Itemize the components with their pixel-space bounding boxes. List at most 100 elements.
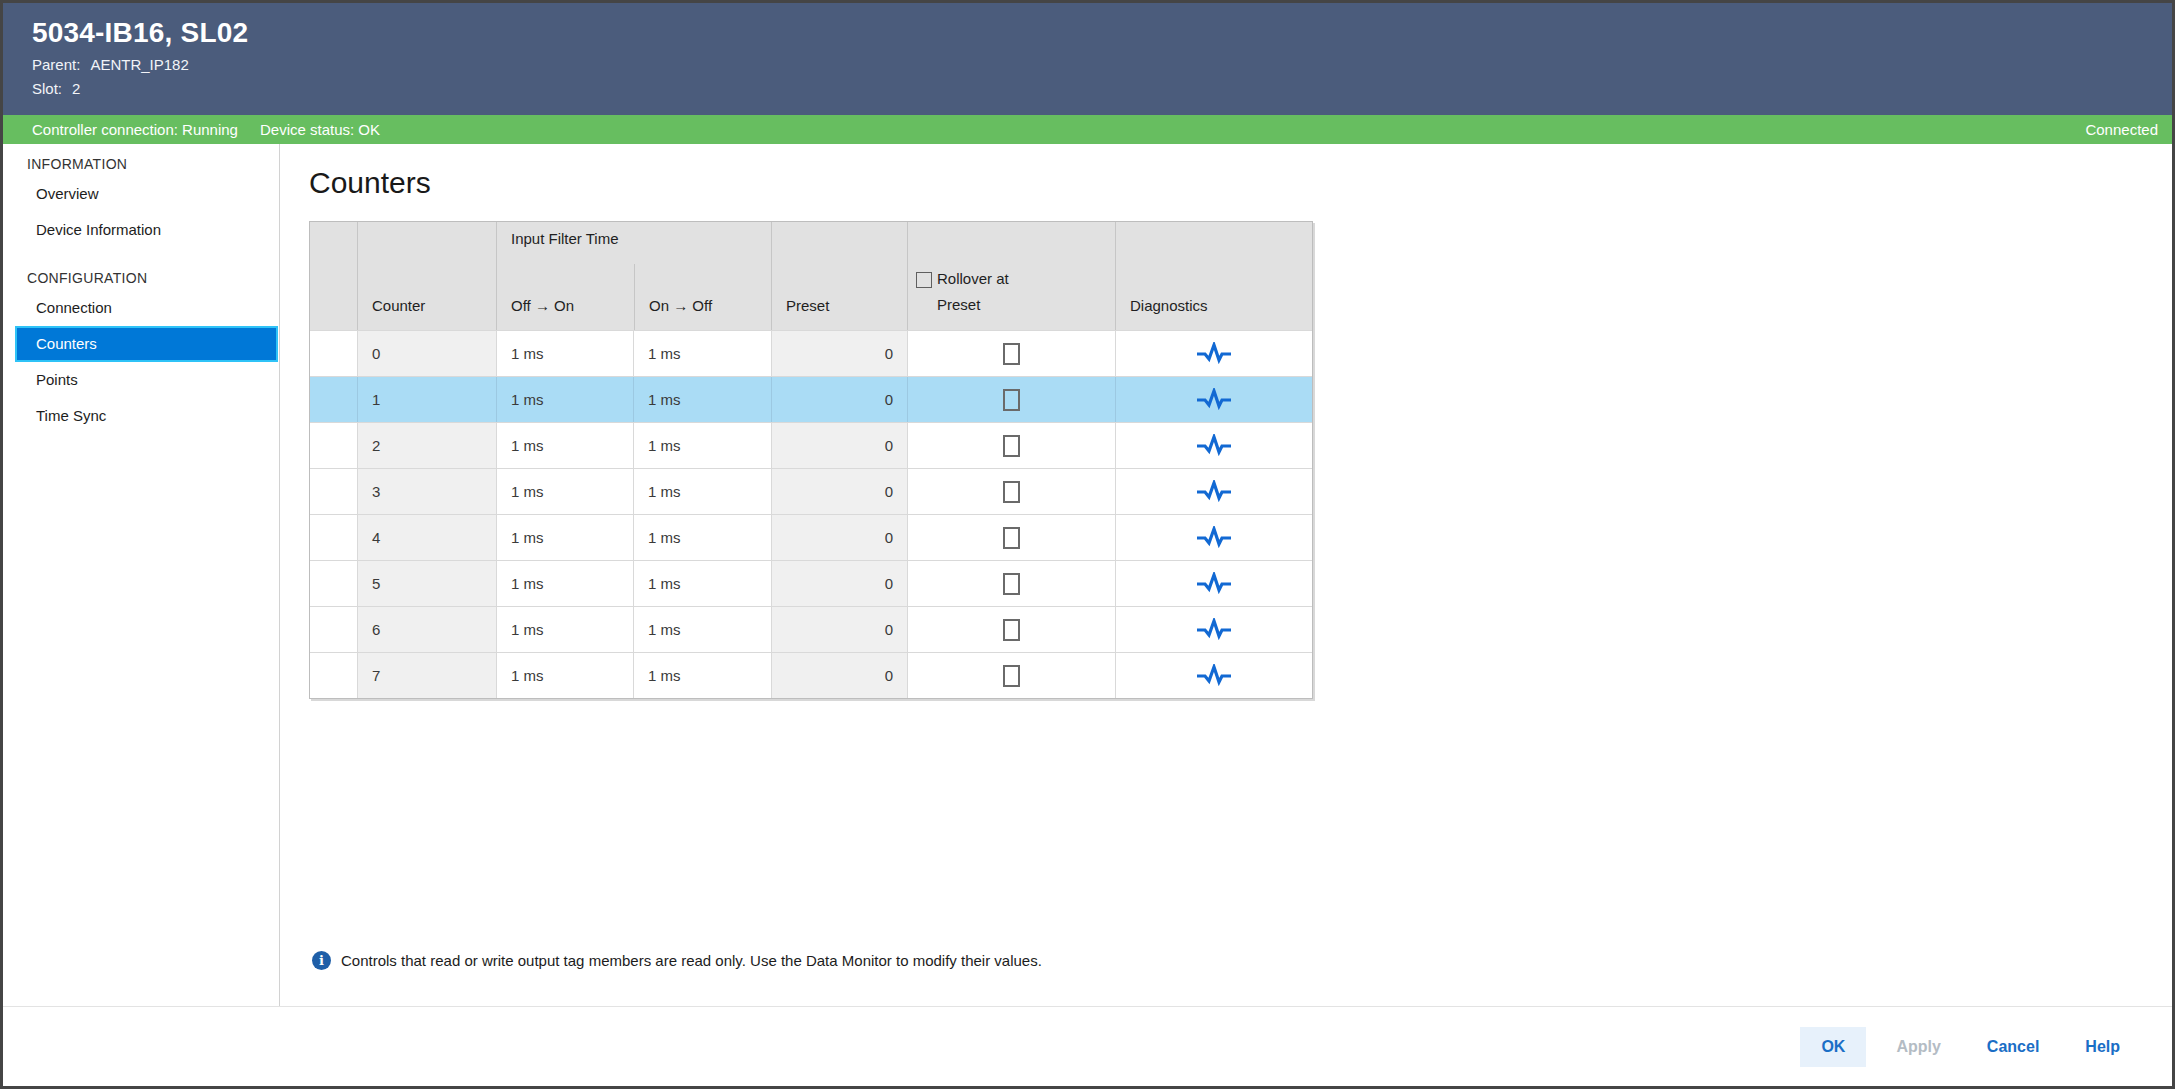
- off-on-cell[interactable]: 1 ms: [497, 423, 634, 468]
- preset-cell[interactable]: 0: [772, 331, 908, 376]
- preset-cell[interactable]: 0: [772, 607, 908, 652]
- diagnostics-icon[interactable]: [1196, 342, 1232, 366]
- diagnostics-icon[interactable]: [1196, 434, 1232, 458]
- table-header: Counter Input Filter Time Off → On On → …: [310, 222, 1312, 330]
- rollover-cell: [908, 469, 1116, 514]
- slot-row: Slot: 2: [32, 80, 2172, 97]
- preset-cell[interactable]: 0: [772, 515, 908, 560]
- sidebar-item-overview[interactable]: Overview: [3, 176, 279, 212]
- diagnostics-icon[interactable]: [1196, 572, 1232, 596]
- diagnostics-icon[interactable]: [1196, 388, 1232, 412]
- cancel-button[interactable]: Cancel: [1971, 1027, 2055, 1067]
- rollover-cell: [908, 515, 1116, 560]
- on-off-cell[interactable]: 1 ms: [634, 331, 772, 376]
- on-off-cell[interactable]: 1 ms: [634, 561, 772, 606]
- row-selector-cell[interactable]: [310, 653, 358, 698]
- on-off-cell[interactable]: 1 ms: [634, 515, 772, 560]
- off-on-cell[interactable]: 1 ms: [497, 469, 634, 514]
- rollover-all-checkbox[interactable]: [916, 272, 932, 288]
- off-on-cell[interactable]: 1 ms: [497, 515, 634, 560]
- diagnostics-icon[interactable]: [1196, 664, 1232, 688]
- main-content: Counters Counter Input Filter Time Off →…: [280, 144, 2172, 1006]
- table-row-selected[interactable]: 1 1 ms 1 ms 0: [310, 376, 1312, 422]
- preset-cell[interactable]: 0: [772, 561, 908, 606]
- counter-cell[interactable]: 2: [358, 423, 497, 468]
- diagnostics-icon[interactable]: [1196, 618, 1232, 642]
- rollover-checkbox[interactable]: [1003, 527, 1020, 549]
- row-selector-cell[interactable]: [310, 331, 358, 376]
- on-off-cell[interactable]: 1 ms: [634, 653, 772, 698]
- on-off-cell[interactable]: 1 ms: [634, 423, 772, 468]
- header-on-off: On → Off: [634, 264, 772, 330]
- row-selector-cell[interactable]: [310, 561, 358, 606]
- apply-button[interactable]: Apply: [1880, 1027, 1956, 1067]
- counter-cell[interactable]: 0: [358, 331, 497, 376]
- titlebar: 5034-IB16, SL02 Parent:AENTR_IP182 Slot:…: [3, 3, 2172, 115]
- controller-connection-status: Controller connection: Running: [32, 121, 238, 138]
- counter-cell[interactable]: 4: [358, 515, 497, 560]
- off-on-cell[interactable]: 1 ms: [497, 561, 634, 606]
- sidebar-item-points[interactable]: Points: [3, 362, 279, 398]
- off-on-cell[interactable]: 1 ms: [497, 607, 634, 652]
- row-selector-cell[interactable]: [310, 515, 358, 560]
- row-selector-cell[interactable]: [310, 423, 358, 468]
- rollover-checkbox[interactable]: [1003, 343, 1020, 365]
- off-on-cell[interactable]: 1 ms: [497, 377, 634, 422]
- on-off-cell[interactable]: 1 ms: [634, 377, 772, 422]
- counter-cell[interactable]: 1: [358, 377, 497, 422]
- table-row[interactable]: 5 1 ms 1 ms 0: [310, 560, 1312, 606]
- table-row[interactable]: 0 1 ms 1 ms 0: [310, 330, 1312, 376]
- preset-cell[interactable]: 0: [772, 469, 908, 514]
- sidebar-item-device-information[interactable]: Device Information: [3, 212, 279, 248]
- table-row[interactable]: 4 1 ms 1 ms 0: [310, 514, 1312, 560]
- row-selector-cell[interactable]: [310, 607, 358, 652]
- preset-cell[interactable]: 0: [772, 377, 908, 422]
- rollover-checkbox[interactable]: [1003, 389, 1020, 411]
- rollover-checkbox[interactable]: [1003, 573, 1020, 595]
- connection-state: Connected: [2085, 121, 2158, 138]
- diagnostics-cell: [1116, 331, 1312, 376]
- rollover-checkbox[interactable]: [1003, 435, 1020, 457]
- sidebar-item-connection[interactable]: Connection: [3, 290, 279, 326]
- rollover-cell: [908, 561, 1116, 606]
- rollover-checkbox[interactable]: [1003, 619, 1020, 641]
- slot-value: 2: [72, 80, 80, 97]
- rollover-checkbox[interactable]: [1003, 665, 1020, 687]
- section-configuration: CONFIGURATION: [3, 264, 279, 290]
- slot-label: Slot:: [32, 80, 62, 97]
- device-status: Device status: OK: [260, 121, 380, 138]
- table-row[interactable]: 7 1 ms 1 ms 0: [310, 652, 1312, 698]
- diagnostics-icon[interactable]: [1196, 526, 1232, 550]
- off-on-cell[interactable]: 1 ms: [497, 331, 634, 376]
- rollover-cell: [908, 607, 1116, 652]
- rollover-cell: [908, 423, 1116, 468]
- parent-value: AENTR_IP182: [90, 56, 188, 73]
- note-text: Controls that read or write output tag m…: [341, 952, 1042, 969]
- off-on-cell[interactable]: 1 ms: [497, 653, 634, 698]
- sidebar-item-counters[interactable]: Counters: [15, 326, 278, 362]
- row-selector-cell[interactable]: [310, 377, 358, 422]
- table-row[interactable]: 2 1 ms 1 ms 0: [310, 422, 1312, 468]
- counter-cell[interactable]: 3: [358, 469, 497, 514]
- diagnostics-icon[interactable]: [1196, 480, 1232, 504]
- diagnostics-cell: [1116, 377, 1312, 422]
- counter-cell[interactable]: 7: [358, 653, 497, 698]
- on-off-cell[interactable]: 1 ms: [634, 607, 772, 652]
- rollover-checkbox[interactable]: [1003, 481, 1020, 503]
- table-row[interactable]: 3 1 ms 1 ms 0: [310, 468, 1312, 514]
- help-button[interactable]: Help: [2069, 1027, 2136, 1067]
- section-information: INFORMATION: [3, 150, 279, 176]
- row-selector-cell[interactable]: [310, 469, 358, 514]
- preset-cell[interactable]: 0: [772, 423, 908, 468]
- rollover-cell: [908, 653, 1116, 698]
- table-row[interactable]: 6 1 ms 1 ms 0: [310, 606, 1312, 652]
- sidebar-item-time-sync[interactable]: Time Sync: [3, 398, 279, 434]
- diagnostics-cell: [1116, 561, 1312, 606]
- preset-cell[interactable]: 0: [772, 653, 908, 698]
- diagnostics-cell: [1116, 423, 1312, 468]
- counter-cell[interactable]: 6: [358, 607, 497, 652]
- ok-button[interactable]: OK: [1800, 1027, 1866, 1067]
- on-off-cell[interactable]: 1 ms: [634, 469, 772, 514]
- device-title: 5034-IB16, SL02: [32, 17, 2172, 49]
- counter-cell[interactable]: 5: [358, 561, 497, 606]
